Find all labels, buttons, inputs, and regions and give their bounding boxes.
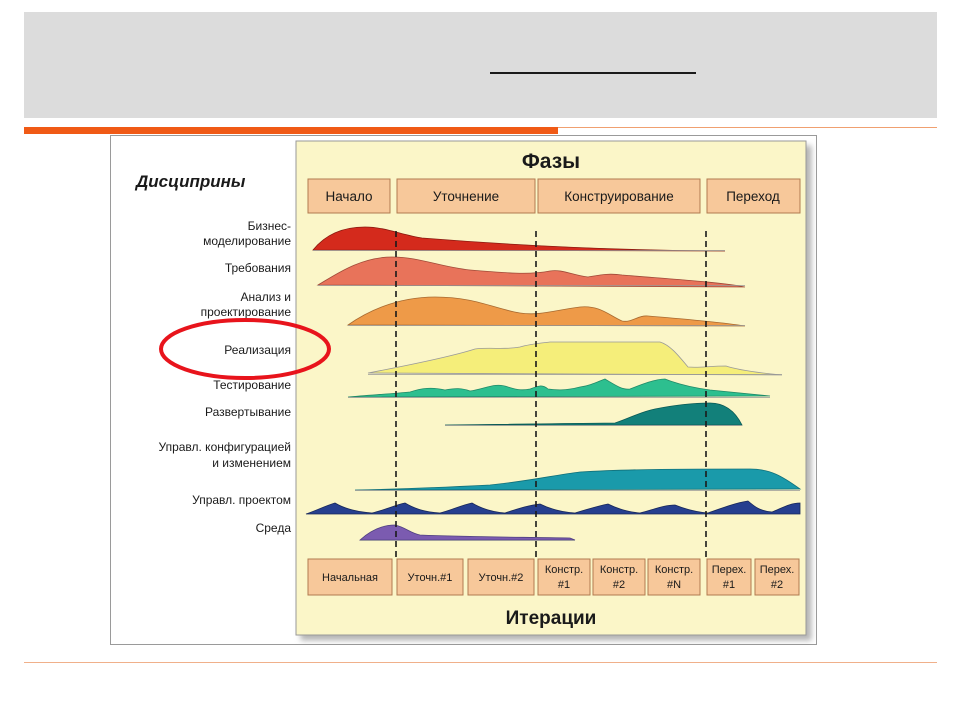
iteration-label: #1 [723,579,735,591]
discipline-label: проектирование [201,305,292,319]
footer-rule [24,662,937,663]
iteration-label: Констр. [545,564,583,576]
iteration-label: #1 [558,579,570,591]
slide-title-band [24,12,937,118]
discipline-label: Управл. конфигурацией [158,440,291,454]
phase-box-elaboration [396,178,536,214]
phase-row: Начало Уточнение Конструирование Переход [307,178,801,214]
iteration-box [537,558,591,596]
disciplines-heading: Дисциприны [134,172,246,191]
iteration-label: Уточн.#1 [408,572,453,584]
accent-rule-thin [558,127,937,128]
iteration-box [467,558,535,596]
hump-environment [358,524,576,541]
iteration-label: Уточн.#2 [479,572,524,584]
title-underline [490,72,696,74]
activity-humps [305,226,802,541]
phase-label: Начало [325,189,372,204]
phase-label: Переход [726,189,780,204]
iteration-label: Констр. [655,564,693,576]
iteration-box [307,558,393,596]
iteration-label: Начальная [322,572,378,584]
discipline-label: Бизнес- [248,219,291,233]
phases-panel [295,140,807,636]
discipline-label: Требования [225,261,291,275]
discipline-label: Реализация [224,343,291,357]
discipline-labels: Бизнес- моделирование Требования Анализ … [158,219,291,535]
iteration-box [396,558,464,596]
accent-rule-thick [24,127,558,134]
iteration-label: #2 [613,579,625,591]
phase-boundaries [395,231,707,559]
iteration-label: Перех. [712,564,747,576]
hump-project-management [305,500,801,515]
highlight-ring [159,318,331,380]
phase-box-inception [307,178,391,214]
phase-label: Уточнение [433,189,499,204]
discipline-label: моделирование [203,234,291,248]
hump-requirements [316,256,746,288]
hump-baselines [313,250,800,541]
hump-analysis-design [346,296,746,327]
iteration-box [647,558,701,596]
hump-implementation [367,341,783,376]
iteration-label: Констр. [600,564,638,576]
iteration-label: Перех. [760,564,795,576]
discipline-label: Анализ и [240,290,291,304]
phase-box-transition [706,178,801,214]
phase-box-construction [537,178,701,214]
phase-label: Конструирование [564,189,673,204]
iteration-box [706,558,752,596]
iteration-box [754,558,800,596]
discipline-label: Развертывание [205,405,291,419]
discipline-label: Управл. проектом [192,493,291,507]
iterations-heading: Итерации [506,608,597,629]
iteration-box [592,558,646,596]
phases-heading: Фазы [522,150,580,173]
iteration-label: #N [667,579,681,591]
discipline-label: Тестирование [213,378,291,392]
discipline-label: Среда [256,521,292,535]
hump-config-change [354,468,802,491]
iteration-label: #2 [771,579,783,591]
discipline-label: и изменением [212,456,291,470]
rup-diagram: Дисциприны Фазы Итерации Начало Уточнени… [134,140,807,636]
hump-testing [347,378,771,398]
hump-business-modeling [312,226,726,252]
iteration-row: Начальная Уточн.#1 Уточн.#2 Констр. #1 К… [307,558,800,596]
